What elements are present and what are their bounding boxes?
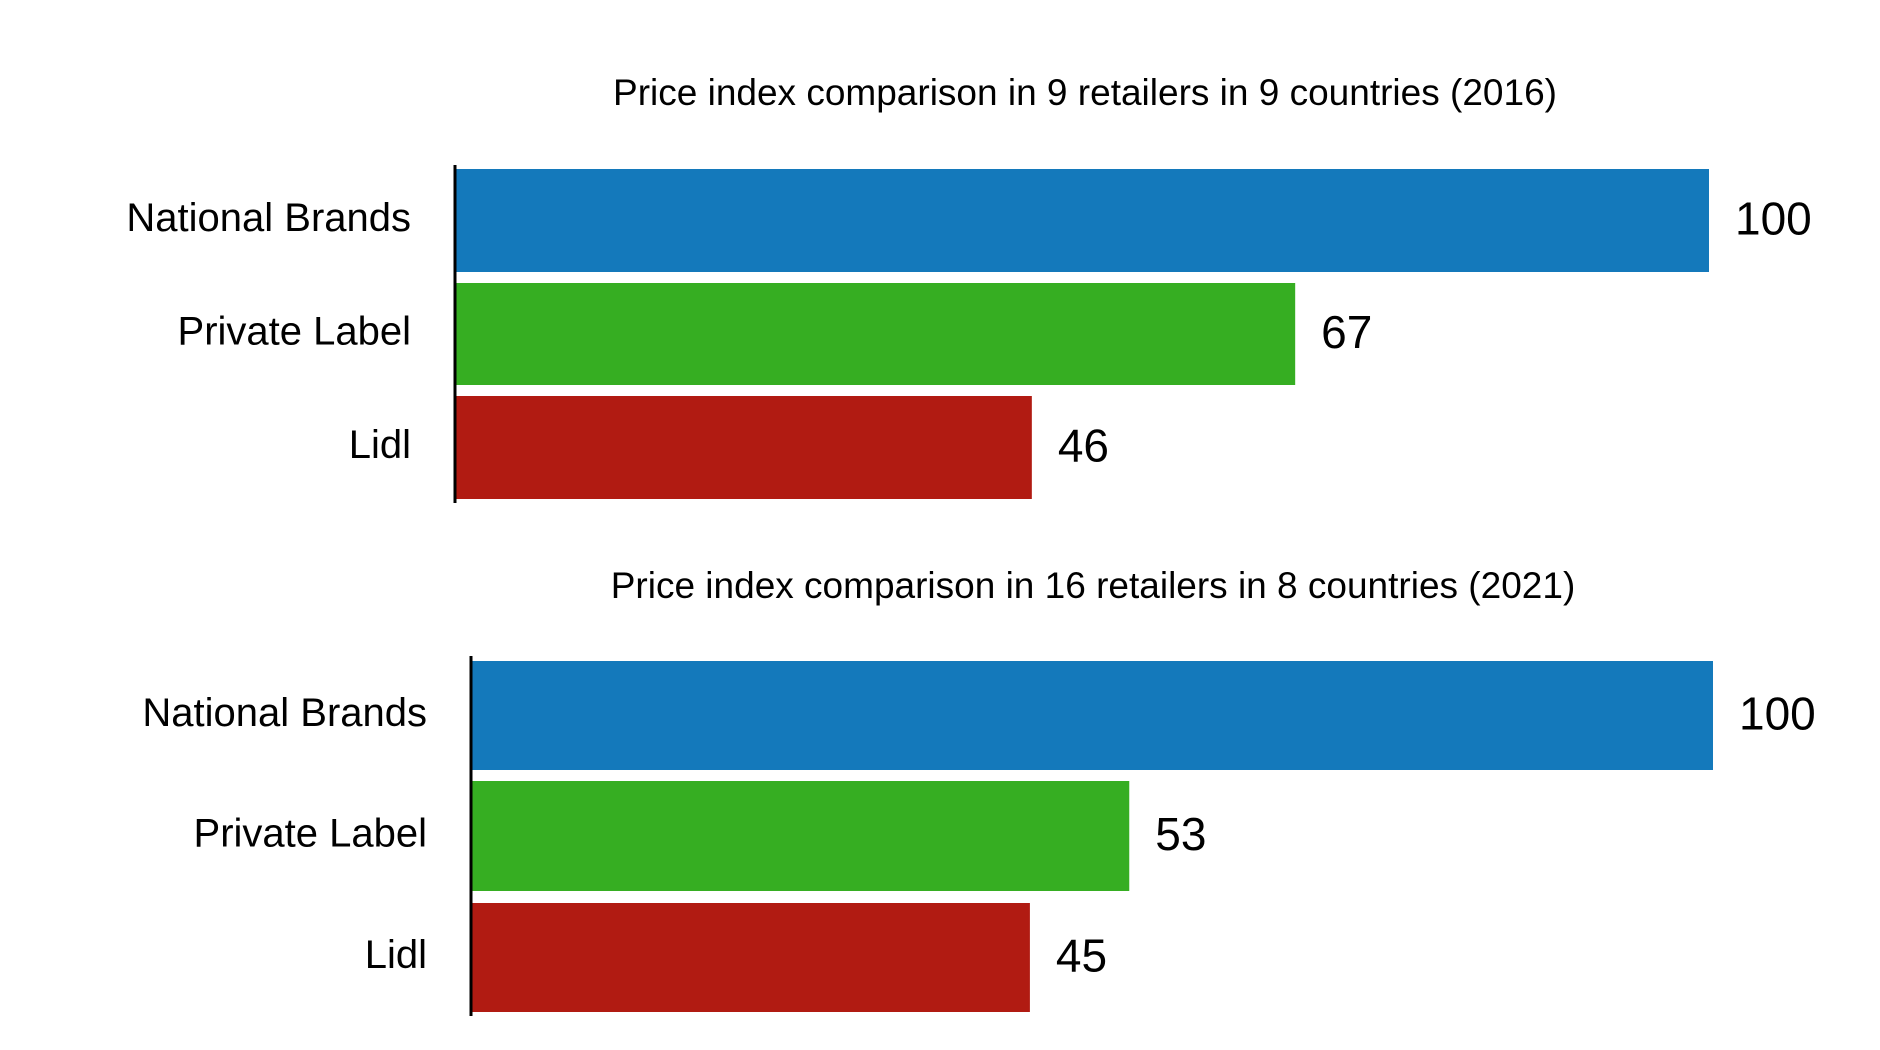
bar — [455, 396, 1032, 499]
bar — [455, 283, 1296, 385]
category-label: Lidl — [365, 933, 427, 977]
chart-title: Price index comparison in 16 retailers i… — [611, 565, 1576, 606]
value-label: 67 — [1321, 306, 1372, 358]
category-label: National Brands — [126, 196, 411, 240]
value-label: 100 — [1735, 193, 1812, 245]
chart-title: Price index comparison in 9 retailers in… — [613, 72, 1557, 113]
bar — [471, 903, 1030, 1012]
category-label: Private Label — [178, 310, 411, 354]
bar — [471, 781, 1130, 891]
bar — [471, 661, 1713, 770]
value-label: 46 — [1058, 420, 1109, 472]
category-label: Private Label — [194, 812, 427, 856]
category-label: National Brands — [142, 691, 427, 735]
value-label: 53 — [1155, 808, 1206, 860]
bar — [455, 169, 1709, 272]
value-label: 45 — [1056, 930, 1107, 982]
category-label: Lidl — [349, 423, 411, 467]
value-label: 100 — [1739, 688, 1816, 740]
